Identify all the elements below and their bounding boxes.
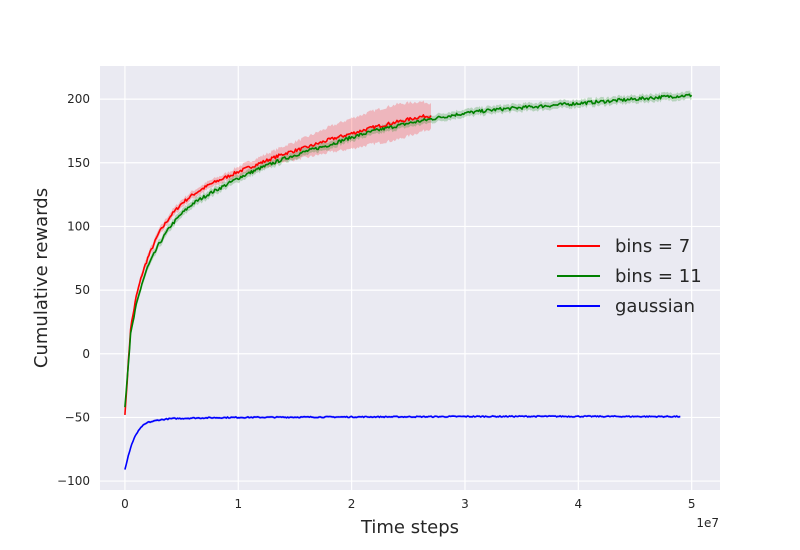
series-line-bins-7 bbox=[124, 114, 432, 415]
confidence-bands bbox=[124, 90, 692, 471]
y-tick-label: −100 bbox=[57, 474, 90, 488]
y-tick-label: 100 bbox=[67, 219, 90, 233]
y-axis-label: Cumulative rewards bbox=[31, 188, 52, 368]
series-lines bbox=[124, 93, 693, 470]
legend-label-bins-7: bins = 7 bbox=[615, 236, 690, 257]
y-tick-label: 50 bbox=[75, 283, 90, 297]
x-tick-label: 5 bbox=[688, 497, 696, 511]
band-bins-7 bbox=[124, 100, 432, 417]
x-tick-label: 3 bbox=[461, 497, 469, 511]
legend-label-bins-11: bins = 11 bbox=[615, 266, 702, 287]
x-tick-label: 4 bbox=[574, 497, 582, 511]
series-line-bins-11 bbox=[124, 93, 693, 408]
x-tick-label: 1 bbox=[234, 497, 242, 511]
y-tick-label: 200 bbox=[67, 92, 90, 106]
x-tick-label: 2 bbox=[348, 497, 356, 511]
y-tick-labels: −100 −50 0 50 100 150 200 bbox=[57, 92, 90, 488]
series-line-gaussian bbox=[124, 415, 681, 470]
legend: bins = 7 bins = 11 gaussian bbox=[557, 236, 702, 317]
x-axis-offset-label: 1e7 bbox=[696, 516, 719, 530]
y-tick-label: −50 bbox=[65, 410, 90, 424]
x-tick-label: 0 bbox=[121, 497, 129, 511]
x-tick-labels: 0 1 2 3 4 5 bbox=[121, 497, 695, 511]
y-tick-label: 0 bbox=[82, 347, 90, 361]
plot-background bbox=[100, 66, 720, 490]
x-axis-label: Time steps bbox=[360, 517, 459, 538]
y-tick-label: 150 bbox=[67, 156, 90, 170]
legend-label-gaussian: gaussian bbox=[615, 296, 695, 317]
